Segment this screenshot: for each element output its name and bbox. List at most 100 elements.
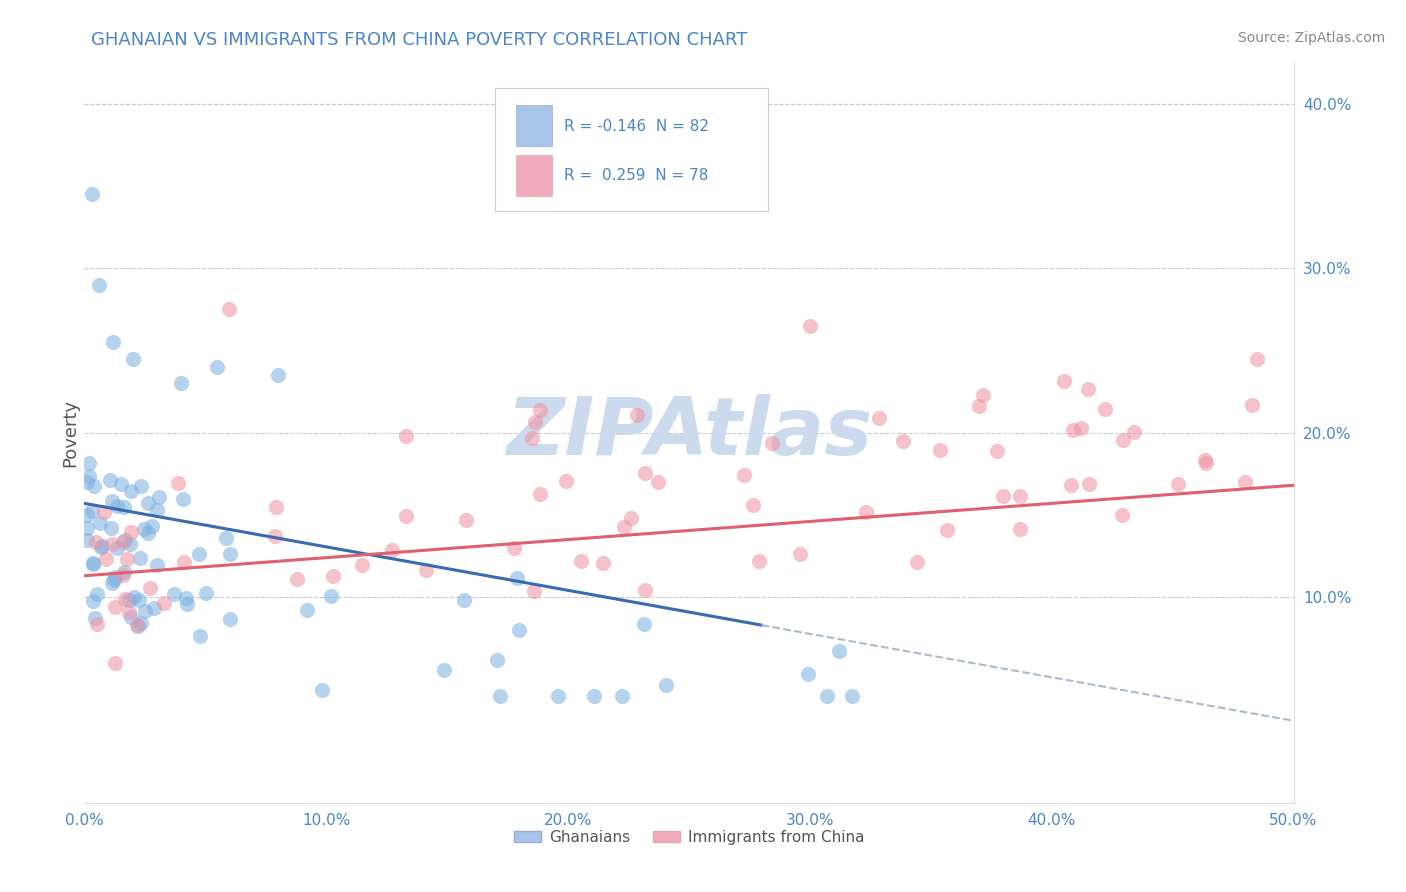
Immigrants from China xyxy=(761,436,783,450)
Ghanaians xyxy=(82,594,104,608)
Ghanaians xyxy=(145,503,167,517)
Immigrants from China xyxy=(1008,489,1031,503)
Ghanaians xyxy=(170,376,193,391)
Immigrants from China xyxy=(264,529,287,543)
Ghanaians xyxy=(103,574,125,588)
Immigrants from China xyxy=(929,442,952,457)
Immigrants from China xyxy=(114,592,136,607)
Immigrants from China xyxy=(986,444,1008,458)
Ghanaians xyxy=(89,516,111,530)
Immigrants from China xyxy=(118,605,141,619)
Text: GHANAIAN VS IMMIGRANTS FROM CHINA POVERTY CORRELATION CHART: GHANAIAN VS IMMIGRANTS FROM CHINA POVERT… xyxy=(91,31,748,49)
Immigrants from China xyxy=(569,554,592,568)
Ghanaians xyxy=(841,689,863,703)
Ghanaians xyxy=(86,587,108,601)
Immigrants from China xyxy=(1123,425,1146,439)
Immigrants from China xyxy=(991,489,1014,503)
Immigrants from China xyxy=(967,400,990,414)
Immigrants from China xyxy=(1094,402,1116,417)
Immigrants from China xyxy=(395,429,418,443)
Immigrants from China xyxy=(520,432,543,446)
Ghanaians xyxy=(131,478,153,492)
Text: R =  0.259  N = 78: R = 0.259 N = 78 xyxy=(564,169,709,183)
Ghanaians xyxy=(796,667,818,681)
Ghanaians xyxy=(176,598,198,612)
Ghanaians xyxy=(547,689,569,703)
Ghanaians xyxy=(633,617,655,632)
Immigrants from China xyxy=(1194,453,1216,467)
Immigrants from China xyxy=(111,568,134,582)
FancyBboxPatch shape xyxy=(516,105,553,146)
Ghanaians xyxy=(82,504,104,518)
Immigrants from China xyxy=(454,513,477,527)
Ghanaians xyxy=(485,653,508,667)
Immigrants from China xyxy=(555,474,578,488)
Ghanaians xyxy=(506,571,529,585)
Immigrants from China xyxy=(115,552,138,566)
Ghanaians xyxy=(127,619,149,633)
Ghanaians xyxy=(98,473,121,487)
Immigrants from China xyxy=(1078,477,1101,491)
Immigrants from China xyxy=(1062,423,1084,437)
Immigrants from China xyxy=(620,511,643,525)
Ghanaians xyxy=(122,590,145,604)
Immigrants from China xyxy=(218,302,240,317)
Ghanaians xyxy=(172,491,194,506)
Ghanaians xyxy=(100,521,122,535)
Ghanaians xyxy=(84,611,107,625)
Immigrants from China xyxy=(1195,456,1218,470)
Immigrants from China xyxy=(936,523,959,537)
Ghanaians xyxy=(120,537,142,551)
Immigrants from China xyxy=(1077,382,1099,396)
Ghanaians xyxy=(129,551,152,566)
Ghanaians xyxy=(163,587,186,601)
Ghanaians xyxy=(118,593,141,607)
Ghanaians xyxy=(582,689,605,703)
Ghanaians xyxy=(188,547,211,561)
Immigrants from China xyxy=(1240,398,1263,412)
Y-axis label: Poverty: Poverty xyxy=(60,399,79,467)
Immigrants from China xyxy=(592,556,614,570)
Immigrants from China xyxy=(1111,433,1133,447)
Immigrants from China xyxy=(502,541,524,556)
Ghanaians xyxy=(141,519,163,533)
Ghanaians xyxy=(128,593,150,607)
Ghanaians xyxy=(82,557,104,571)
Immigrants from China xyxy=(907,555,929,569)
Immigrants from China xyxy=(529,487,551,501)
Ghanaians xyxy=(218,547,240,561)
Ghanaians xyxy=(76,520,98,534)
Ghanaians xyxy=(655,678,678,692)
Ghanaians xyxy=(145,558,167,572)
Ghanaians xyxy=(218,612,240,626)
Ghanaians xyxy=(453,593,475,607)
Ghanaians xyxy=(827,643,849,657)
Immigrants from China xyxy=(139,581,162,595)
Immigrants from China xyxy=(626,408,648,422)
Ghanaians xyxy=(134,604,156,618)
Ghanaians xyxy=(194,586,217,600)
Ghanaians xyxy=(83,478,105,492)
Ghanaians xyxy=(110,477,132,491)
Immigrants from China xyxy=(634,467,657,481)
Ghanaians xyxy=(77,468,100,483)
Ghanaians xyxy=(90,539,112,553)
Immigrants from China xyxy=(264,500,287,514)
Ghanaians xyxy=(174,591,197,606)
Ghanaians xyxy=(207,359,229,374)
Immigrants from China xyxy=(1070,421,1092,435)
Text: R = -0.146  N = 82: R = -0.146 N = 82 xyxy=(564,119,710,134)
Ghanaians xyxy=(103,570,125,584)
Ghanaians xyxy=(433,663,456,677)
Immigrants from China xyxy=(322,569,344,583)
Immigrants from China xyxy=(1010,522,1032,536)
Immigrants from China xyxy=(120,524,142,539)
Immigrants from China xyxy=(891,434,914,449)
Ghanaians xyxy=(112,500,135,514)
Ghanaians xyxy=(90,540,112,554)
Ghanaians xyxy=(77,456,100,470)
Immigrants from China xyxy=(101,537,124,551)
Immigrants from China xyxy=(1233,475,1256,490)
Immigrants from China xyxy=(868,411,890,425)
Immigrants from China xyxy=(173,555,195,569)
